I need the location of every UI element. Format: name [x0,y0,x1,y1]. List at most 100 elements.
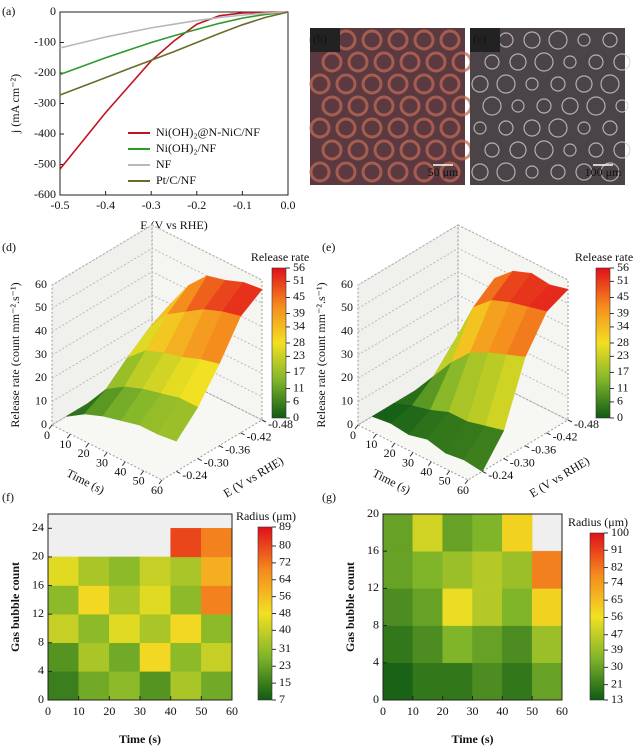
colorbar [595,267,611,419]
colorbar-tick-label: 56 [293,260,305,274]
panel-label: (d) [2,240,16,254]
y-tick-label: 0 [50,4,56,18]
bubble [548,30,568,50]
y-tick-label: -0.42 [247,430,272,444]
contour-cell [78,613,110,644]
x-tick-label: 10 [407,704,419,718]
contour-cell [472,625,503,664]
y-tick-label: 12 [367,580,379,594]
pore [373,51,395,73]
grid-line [357,317,569,379]
pore [413,161,435,183]
pore [387,161,409,183]
colorbar-tick-label: 23 [279,658,291,672]
x-tick-label: 50 [526,704,538,718]
z-tick-label: 60 [341,277,353,291]
colorbar-tick-label: 23 [617,348,629,362]
z-tick-label: 0 [41,417,47,431]
contour-cell [170,613,202,644]
bubble [613,141,631,159]
x-tick-label: 10 [365,437,377,451]
pore [361,117,383,139]
contour-cell [531,550,563,589]
contour-cell [412,588,443,626]
colorbar-title: Release rate [575,250,633,264]
y-tick-label: -0.48 [268,417,293,431]
colorbar-tick-label: 28 [617,335,629,349]
contour-cell [78,671,110,701]
contour-cell [442,550,473,589]
y-tick-label: 12 [32,606,44,620]
contour-cell [78,642,110,672]
bubble [550,164,566,180]
y-axis-label: E (V vs RHE) [221,454,286,501]
x-tick [140,470,145,476]
bubble [563,143,577,157]
panel-label: (g) [322,490,336,504]
colorbar-tick-label: 23 [293,348,305,362]
z-tick-label: 40 [341,323,353,337]
panel-label: (e) [322,240,335,254]
x-tick-label: -0.5 [51,198,70,212]
y-tick-label: -0.48 [574,417,599,431]
x-axis-label: Time (s) [370,466,413,497]
grid-line [51,271,263,333]
bubble [484,142,500,158]
colorbar-tick-label: 34 [617,319,629,333]
colorbar-tick-label: 39 [617,305,629,319]
surface-patch [463,425,505,472]
contour-cell [109,556,141,586]
y-tick-label: -400 [34,126,56,140]
legend-label: NF [156,157,172,171]
contour-cell [47,585,79,615]
z-tick-label: 30 [35,347,47,361]
x-tick-label: 60 [226,704,238,718]
y-tick [524,445,530,449]
bubble [577,121,591,135]
z-tick-label: 40 [35,323,47,337]
x-tick-label: 30 [134,704,146,718]
contour-cell [472,550,503,589]
contour-cell [201,528,233,558]
contour-cell [472,588,503,626]
contour-cell [442,625,473,664]
grid-line [51,294,263,356]
bubble [602,120,618,136]
pore [347,95,369,117]
y-tick [197,458,202,462]
surface-patch [157,397,199,442]
pore [413,29,435,51]
x-tick-label: 10 [59,437,71,451]
y-tick-label: 20 [32,549,44,563]
series-line [59,11,289,170]
pore [399,51,421,73]
contour-cell [78,556,110,586]
bubble [602,32,618,48]
colorbar-tick-label: 80 [279,538,291,552]
contour-cell [109,642,141,672]
bubble [511,99,525,113]
contour-cell [502,513,533,552]
z-tick-label: 60 [35,277,47,291]
contour-cell [531,588,563,626]
contour-cell [47,671,79,701]
pore [361,29,383,51]
y-tick-label: -200 [34,65,56,79]
contour-cell [412,550,443,589]
bubble [496,162,516,182]
contour-cell [382,550,414,589]
series-line [59,11,289,49]
y-axis-label: Gas bubble count [343,562,357,652]
y-axis-label: j (mA cm⁻²) [8,74,22,134]
bubble [600,74,620,94]
bubble [525,77,539,91]
z-tick-label: 0 [347,417,353,431]
pore [439,29,461,51]
contour-cell [139,556,171,586]
contour-cell [47,642,79,672]
colorbar-tick-label: 21 [611,676,623,690]
x-axis-label: Time (s) [64,466,107,497]
contour-cell [47,556,79,586]
contour-cell [502,625,533,664]
micrograph [470,28,631,185]
